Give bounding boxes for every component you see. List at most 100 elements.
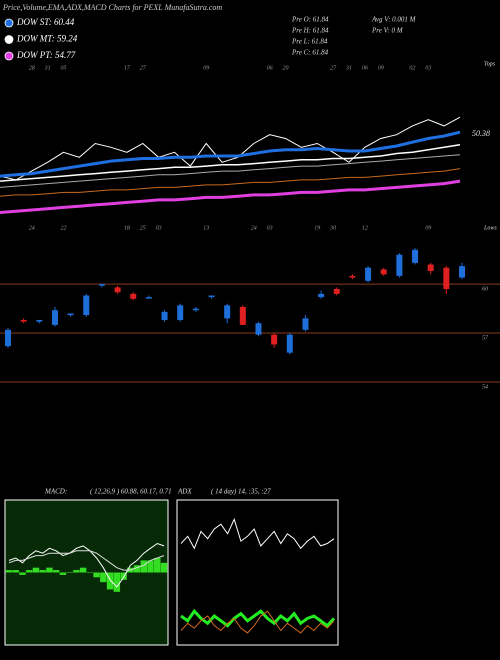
legend-label: DOW PT: 54.77	[16, 50, 76, 60]
candle-body	[192, 308, 199, 311]
histogram-bar	[59, 572, 67, 575]
candle-body	[396, 254, 403, 276]
info-text: Pre C: 61.84	[291, 49, 329, 57]
histogram-bar	[100, 572, 107, 583]
histogram-bar	[133, 565, 141, 573]
x-tick-label: 19	[314, 225, 320, 231]
line-series	[0, 130, 461, 178]
candle-body	[83, 295, 90, 316]
info-text: Avg V: 0.001 M	[371, 16, 417, 24]
x-tick-label: 03	[156, 225, 162, 231]
candle-body	[459, 266, 465, 278]
page-title: Price,Volume,EMA,ADX,MACD Charts for PEX…	[2, 3, 222, 12]
line-series	[0, 168, 461, 197]
x-tick-label: 27	[330, 65, 337, 71]
annotation: Lows	[483, 225, 497, 231]
candle-body	[177, 305, 184, 320]
info-text: Pre V: 0 M	[371, 27, 404, 35]
panel-subtitle: ( 12,26,9 ) 60.88, 60.17, 0.71	[90, 488, 172, 496]
legend-marker	[4, 18, 14, 28]
histogram-bar	[86, 572, 94, 573]
histogram-bar	[19, 572, 26, 575]
histogram-bar	[32, 567, 40, 573]
line-series	[8, 550, 165, 571]
line-series	[0, 144, 461, 182]
info-text: Pre L: 61.84	[291, 38, 328, 46]
x-tick-label: 09	[203, 65, 209, 71]
line-series	[0, 116, 461, 181]
x-tick-label: 03	[267, 225, 273, 231]
x-tick-label: 13	[203, 225, 209, 231]
line-series	[8, 542, 165, 588]
x-tick-label: 09	[425, 225, 431, 231]
histogram-bar	[66, 572, 73, 573]
histogram-bar	[73, 570, 80, 573]
legend-marker	[4, 35, 14, 44]
histogram-bar	[147, 560, 154, 573]
candle-body	[130, 293, 137, 299]
x-tick-label: 09	[378, 65, 384, 71]
candle-body	[145, 297, 152, 299]
legend-label: DOW ST: 60.44	[16, 17, 75, 27]
candle-body	[412, 249, 419, 263]
candle-body	[98, 284, 105, 286]
candle-body	[443, 267, 450, 289]
candle-body	[51, 310, 58, 325]
candle-body	[239, 306, 246, 325]
histogram-bar	[52, 570, 60, 573]
x-tick-label: 24	[251, 224, 257, 231]
candle-body	[224, 305, 231, 319]
x-tick-label: 06	[362, 65, 368, 71]
candle-body	[255, 323, 262, 335]
candle-body	[333, 288, 340, 294]
histogram-bar	[25, 570, 33, 573]
x-tick-label: 20	[283, 65, 289, 71]
panel-title: ADX	[177, 488, 192, 496]
y-tick-label: 54	[482, 383, 488, 390]
histogram-bar	[106, 572, 114, 590]
candle-body	[271, 334, 278, 345]
line-series	[0, 179, 461, 214]
x-tick-label: 25	[140, 225, 146, 231]
candle-body	[380, 269, 387, 275]
candle-body	[318, 293, 325, 298]
histogram-bar	[5, 570, 13, 573]
legend-label: DOW MT: 59.24	[16, 34, 78, 44]
candle-body	[302, 318, 309, 330]
panel-subtitle: ( 14 day) 14, :35, :27	[211, 488, 271, 496]
x-tick-label: 05	[60, 65, 66, 71]
candle-body	[36, 320, 43, 322]
histogram-bar	[39, 570, 46, 573]
x-tick-label: 24	[29, 224, 35, 231]
info-text: Pre O: 61.84	[291, 16, 329, 24]
histogram-bar	[46, 567, 53, 573]
x-tick-label: 12	[362, 225, 368, 231]
candle-body	[365, 267, 372, 281]
histogram-bar	[120, 572, 127, 580]
x-tick-label: 17	[124, 65, 131, 71]
candle-body	[114, 287, 121, 293]
x-tick-label: 02	[409, 65, 415, 71]
legend-marker	[4, 51, 14, 61]
panel	[176, 499, 339, 646]
x-tick-label: 03	[425, 65, 431, 71]
histogram-bar	[79, 567, 87, 573]
y-tick-label: 57	[482, 335, 489, 341]
x-tick-label: 27	[140, 65, 147, 71]
line-series	[180, 517, 335, 550]
x-tick-label: 06	[267, 65, 273, 71]
candle-body	[20, 320, 27, 322]
x-tick-label: 31	[345, 65, 352, 71]
histogram-bar	[113, 572, 121, 592]
candle-body	[427, 264, 434, 272]
line-series	[180, 610, 335, 634]
histogram-bar	[160, 562, 168, 573]
histogram-bar	[93, 572, 100, 578]
candle-body	[5, 329, 11, 347]
y-tick-label: 60	[482, 286, 488, 292]
candle-body	[349, 275, 356, 278]
info-text: Pre H: 61.84	[291, 27, 329, 35]
candle-body	[286, 334, 293, 353]
histogram-bar	[12, 570, 19, 573]
